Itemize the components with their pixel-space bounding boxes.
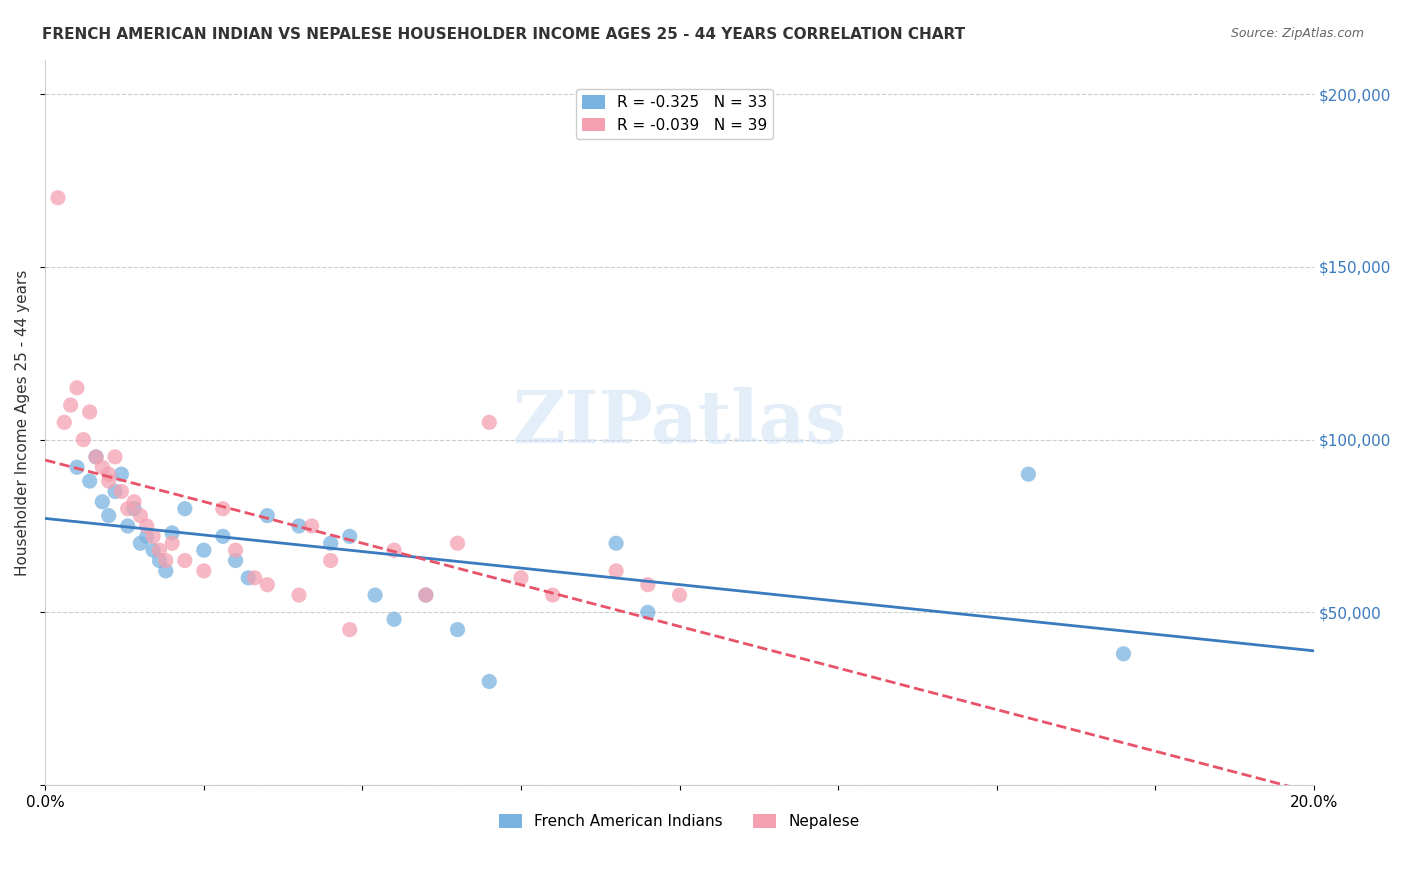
- Point: [339, 529, 361, 543]
- Point: [160, 536, 183, 550]
- Point: [301, 519, 323, 533]
- Point: [160, 525, 183, 540]
- Point: [339, 623, 361, 637]
- Point: [148, 543, 170, 558]
- Point: [97, 467, 120, 482]
- Point: [117, 501, 139, 516]
- Point: [91, 460, 114, 475]
- Point: [1112, 647, 1135, 661]
- Point: [382, 543, 405, 558]
- Point: [155, 564, 177, 578]
- Text: ZIPatlas: ZIPatlas: [512, 387, 846, 458]
- Point: [637, 605, 659, 619]
- Point: [382, 612, 405, 626]
- Point: [256, 578, 278, 592]
- Point: [173, 501, 195, 516]
- Point: [288, 588, 311, 602]
- Point: [129, 508, 152, 523]
- Point: [446, 536, 468, 550]
- Point: [84, 450, 107, 464]
- Point: [104, 450, 127, 464]
- Point: [478, 415, 501, 429]
- Y-axis label: Householder Income Ages 25 - 44 years: Householder Income Ages 25 - 44 years: [15, 269, 30, 575]
- Point: [637, 578, 659, 592]
- Text: FRENCH AMERICAN INDIAN VS NEPALESE HOUSEHOLDER INCOME AGES 25 - 44 YEARS CORRELA: FRENCH AMERICAN INDIAN VS NEPALESE HOUSE…: [42, 27, 966, 42]
- Point: [193, 564, 215, 578]
- Point: [72, 433, 94, 447]
- Point: [243, 571, 266, 585]
- Point: [59, 398, 82, 412]
- Point: [225, 543, 247, 558]
- Point: [79, 405, 101, 419]
- Point: [510, 571, 533, 585]
- Point: [135, 529, 157, 543]
- Point: [110, 467, 132, 482]
- Point: [605, 564, 627, 578]
- Point: [319, 553, 342, 567]
- Point: [97, 508, 120, 523]
- Point: [84, 450, 107, 464]
- Point: [142, 543, 165, 558]
- Point: [238, 571, 260, 585]
- Point: [142, 529, 165, 543]
- Point: [79, 474, 101, 488]
- Point: [446, 623, 468, 637]
- Point: [173, 553, 195, 567]
- Point: [104, 484, 127, 499]
- Point: [53, 415, 76, 429]
- Point: [1017, 467, 1039, 482]
- Point: [46, 191, 69, 205]
- Point: [364, 588, 387, 602]
- Point: [135, 519, 157, 533]
- Point: [91, 495, 114, 509]
- Point: [415, 588, 437, 602]
- Point: [415, 588, 437, 602]
- Point: [66, 381, 89, 395]
- Point: [288, 519, 311, 533]
- Point: [122, 495, 145, 509]
- Point: [605, 536, 627, 550]
- Legend: French American Indians, Nepalese: French American Indians, Nepalese: [494, 808, 866, 836]
- Point: [225, 553, 247, 567]
- Point: [256, 508, 278, 523]
- Point: [319, 536, 342, 550]
- Point: [129, 536, 152, 550]
- Point: [212, 501, 235, 516]
- Point: [668, 588, 690, 602]
- Point: [193, 543, 215, 558]
- Point: [212, 529, 235, 543]
- Point: [66, 460, 89, 475]
- Point: [97, 474, 120, 488]
- Point: [478, 674, 501, 689]
- Point: [155, 553, 177, 567]
- Point: [122, 501, 145, 516]
- Point: [110, 484, 132, 499]
- Text: Source: ZipAtlas.com: Source: ZipAtlas.com: [1230, 27, 1364, 40]
- Point: [148, 553, 170, 567]
- Point: [541, 588, 564, 602]
- Point: [117, 519, 139, 533]
